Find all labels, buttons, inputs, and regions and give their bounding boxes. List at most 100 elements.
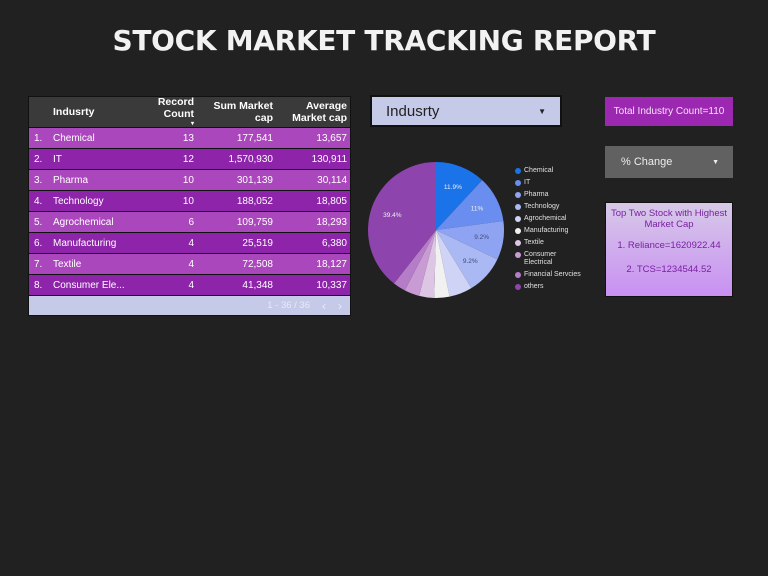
- pagination-range: 1 - 36 / 36: [267, 300, 310, 311]
- industry-filter-dropdown[interactable]: Indusrty ▼: [370, 95, 562, 127]
- top-stock-2: 2. TCS=1234544.52: [626, 264, 712, 275]
- table-row[interactable]: 6. Manufacturing 4 25,519 6,380: [29, 233, 350, 253]
- header-industry[interactable]: Indusrty: [53, 106, 95, 118]
- table-row[interactable]: 8. Consumer Ele... 4 41,348 10,337: [29, 275, 350, 295]
- pie-slice[interactable]: [436, 221, 504, 260]
- legend-item[interactable]: IT: [515, 179, 581, 187]
- row-index: 2.: [34, 153, 43, 165]
- pie-slice[interactable]: [404, 230, 436, 296]
- cell-industry: Pharma: [53, 174, 89, 186]
- cell-sum-market-cap: 1,570,930: [228, 153, 274, 165]
- cell-industry: Agrochemical: [53, 216, 114, 228]
- legend-dot-icon: [515, 180, 521, 186]
- percent-change-dropdown[interactable]: % Change ▼: [605, 146, 733, 178]
- cell-sum-market-cap: 109,759: [236, 216, 273, 228]
- legend-item[interactable]: Technology: [515, 203, 581, 211]
- table-row[interactable]: 1. Chemical 13 177,541 13,657: [29, 128, 350, 148]
- chevron-down-icon: ▼: [712, 158, 719, 166]
- cell-average-market-cap: 130,911: [311, 153, 347, 165]
- cell-industry: IT: [53, 153, 62, 165]
- top-stocks-heading: Top Two Stock with Highest Market Cap: [611, 208, 727, 230]
- table-row[interactable]: 2. IT 12 1,570,930 130,911: [29, 149, 350, 169]
- cell-record-count: 6: [188, 216, 194, 228]
- total-industry-count: Total Industry Count=110: [605, 97, 733, 126]
- header-average-market-cap[interactable]: Average Market cap: [292, 100, 347, 124]
- prev-page-icon[interactable]: ‹: [322, 298, 326, 313]
- cell-average-market-cap: 10,337: [316, 279, 347, 291]
- pie-slice[interactable]: [368, 162, 436, 284]
- pie-legend: Chemical IT Pharma Technology Agrochemical Ma…: [515, 167, 581, 295]
- cell-record-count: 4: [188, 258, 194, 270]
- cell-average-market-cap: 18,293: [316, 216, 347, 228]
- cell-industry: Chemical: [53, 132, 95, 144]
- table-pagination: 1 - 36 / 36 ‹ ›: [29, 296, 350, 315]
- legend-item[interactable]: Manufacturing: [515, 227, 581, 235]
- legend-item[interactable]: Chemical: [515, 167, 581, 175]
- cell-industry: Textile: [53, 258, 82, 270]
- cell-record-count: 4: [188, 237, 194, 249]
- table-row[interactable]: 7. Textile 4 72,508 18,127: [29, 254, 350, 274]
- cell-average-market-cap: 6,380: [321, 237, 347, 249]
- legend-dot-icon: [515, 252, 521, 258]
- industry-table: Indusrty Record Count ▾ Sum Market cap A…: [28, 96, 351, 316]
- legend-dot-icon: [515, 216, 521, 222]
- table-header: Indusrty Record Count ▾ Sum Market cap A…: [29, 96, 350, 127]
- legend-label: Pharma: [524, 191, 549, 198]
- pie-slice-label: 9.2%: [474, 234, 489, 241]
- legend-dot-icon: [515, 192, 521, 198]
- page-title: STOCK MARKET TRACKING REPORT: [112, 24, 656, 57]
- cell-sum-market-cap: 188,052: [236, 195, 273, 207]
- legend-item[interactable]: Financial Servcies: [515, 271, 581, 279]
- cell-sum-market-cap: 301,139: [236, 174, 273, 186]
- pie-slice[interactable]: [436, 180, 504, 230]
- cell-average-market-cap: 13,657: [316, 132, 347, 144]
- pie-slice[interactable]: [434, 230, 450, 298]
- cell-record-count: 10: [182, 174, 194, 186]
- cell-record-count: 12: [182, 153, 194, 165]
- header-sum-market-cap[interactable]: Sum Market cap: [213, 100, 273, 124]
- legend-label: IT: [524, 179, 531, 186]
- legend-item[interactable]: Consumer Electrical: [515, 251, 581, 267]
- legend-label: Chemical: [524, 167, 554, 174]
- cell-record-count: 10: [182, 195, 194, 207]
- row-index: 3.: [34, 174, 43, 186]
- legend-label: Consumer Electrical: [524, 251, 557, 266]
- pie-slice-label: 39.4%: [383, 212, 402, 219]
- cell-average-market-cap: 30,114: [317, 174, 347, 186]
- cell-average-market-cap: 18,127: [316, 258, 347, 270]
- cell-industry: Technology: [53, 195, 104, 207]
- pie-slice-label: 9.2%: [463, 258, 478, 265]
- cell-record-count: 13: [182, 132, 194, 144]
- pie-slice[interactable]: [436, 230, 472, 297]
- row-index: 5.: [34, 216, 43, 228]
- industry-pie-chart: 11.9% 11% 9.2% 9.2% 39.4%: [366, 160, 506, 300]
- table-row[interactable]: 5. Agrochemical 6 109,759 18,293: [29, 212, 350, 232]
- chevron-down-icon: ▼: [538, 106, 546, 116]
- legend-dot-icon: [515, 284, 521, 290]
- cell-sum-market-cap: 25,519: [242, 237, 273, 249]
- next-page-icon[interactable]: ›: [338, 298, 342, 313]
- pie-slice-label: 11.9%: [444, 184, 462, 191]
- header-record-count[interactable]: Record Count ▾: [157, 96, 194, 127]
- legend-label: Textile: [524, 239, 544, 246]
- legend-item[interactable]: others: [515, 283, 581, 291]
- pie-slice-label: 11%: [471, 206, 484, 213]
- legend-dot-icon: [515, 168, 521, 174]
- pie-slice[interactable]: [393, 230, 436, 291]
- table-row[interactable]: 4. Technology 10 188,052 18,805: [29, 191, 350, 211]
- row-index: 7.: [34, 258, 43, 270]
- pie-slice[interactable]: [436, 230, 498, 289]
- cell-sum-market-cap: 41,348: [242, 279, 273, 291]
- row-index: 8.: [34, 279, 43, 291]
- sort-desc-icon: ▾: [190, 121, 194, 127]
- legend-label: others: [524, 283, 544, 290]
- legend-dot-icon: [515, 228, 521, 234]
- legend-item[interactable]: Textile: [515, 239, 581, 247]
- table-row[interactable]: 3. Pharma 10 301,139 30,114: [29, 170, 350, 190]
- pie-slice[interactable]: [436, 162, 483, 230]
- legend-item[interactable]: Pharma: [515, 191, 581, 199]
- row-index: 6.: [34, 237, 43, 249]
- pie-slice[interactable]: [419, 230, 436, 298]
- row-index: 1.: [34, 132, 43, 144]
- legend-item[interactable]: Agrochemical: [515, 215, 581, 223]
